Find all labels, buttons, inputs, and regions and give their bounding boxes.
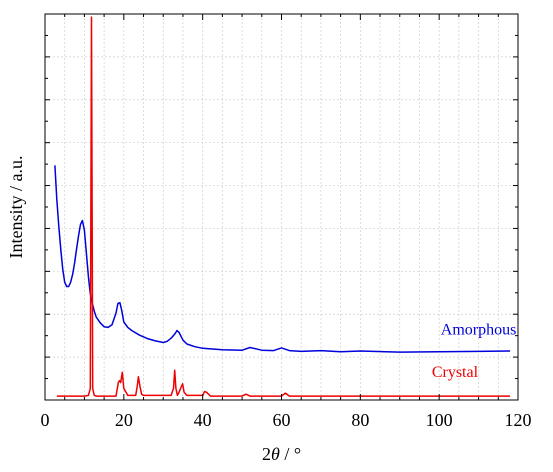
x-tick-label: 40	[194, 410, 212, 430]
tick-labels: 0 20 40 60 80 100 120	[41, 410, 532, 430]
x-tick-label: 80	[351, 410, 369, 430]
x-axis-title: 2θ / °	[262, 444, 301, 464]
series-annotations: Amorphous Crystal	[432, 321, 517, 380]
x-tick-label: 120	[505, 410, 532, 430]
axis-ticks	[44, 14, 519, 400]
plot-series	[54, 16, 511, 397]
series-label-amorphous: Amorphous	[441, 321, 517, 338]
grid-lines	[45, 14, 518, 400]
x-tick-label: 0	[41, 410, 50, 430]
x-tick-label: 20	[115, 410, 133, 430]
x-tick-label: 100	[426, 410, 453, 430]
y-axis-title: Intensity / a.u.	[6, 156, 26, 259]
series-line-crystal	[56, 16, 511, 397]
series-label-crystal: Crystal	[432, 364, 479, 381]
series-line-amorphous	[54, 165, 511, 353]
x-tick-label: 60	[273, 410, 291, 430]
